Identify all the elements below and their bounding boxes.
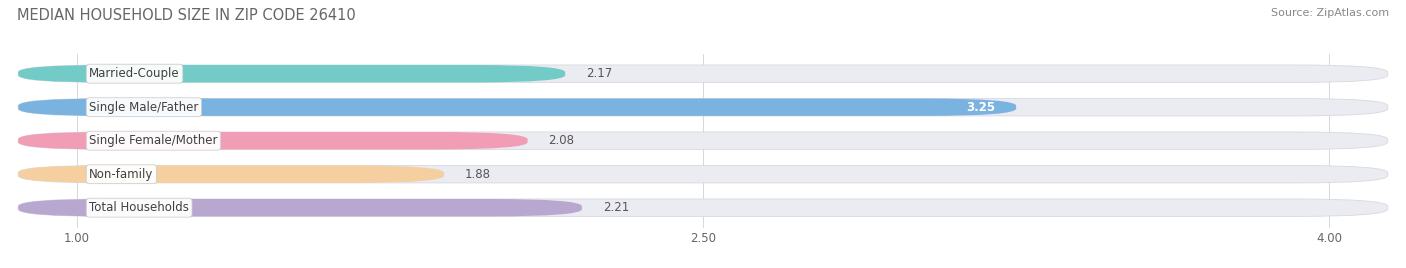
Text: Married-Couple: Married-Couple [89, 67, 180, 80]
FancyBboxPatch shape [18, 65, 1388, 82]
Text: 1.88: 1.88 [465, 168, 491, 181]
Text: 3.25: 3.25 [966, 101, 995, 114]
FancyBboxPatch shape [18, 132, 527, 149]
FancyBboxPatch shape [18, 165, 1388, 183]
Text: 2.21: 2.21 [603, 201, 628, 214]
Text: Total Households: Total Households [89, 201, 188, 214]
Text: Source: ZipAtlas.com: Source: ZipAtlas.com [1271, 8, 1389, 18]
Text: MEDIAN HOUSEHOLD SIZE IN ZIP CODE 26410: MEDIAN HOUSEHOLD SIZE IN ZIP CODE 26410 [17, 8, 356, 23]
Text: Single Male/Father: Single Male/Father [89, 101, 198, 114]
FancyBboxPatch shape [18, 65, 565, 82]
FancyBboxPatch shape [18, 98, 1388, 116]
FancyBboxPatch shape [18, 98, 1017, 116]
Text: 2.17: 2.17 [586, 67, 613, 80]
Text: Single Female/Mother: Single Female/Mother [89, 134, 218, 147]
Text: Non-family: Non-family [89, 168, 153, 181]
FancyBboxPatch shape [18, 199, 1388, 217]
FancyBboxPatch shape [18, 132, 1388, 149]
FancyBboxPatch shape [18, 165, 444, 183]
Text: 2.08: 2.08 [548, 134, 575, 147]
FancyBboxPatch shape [18, 199, 582, 217]
